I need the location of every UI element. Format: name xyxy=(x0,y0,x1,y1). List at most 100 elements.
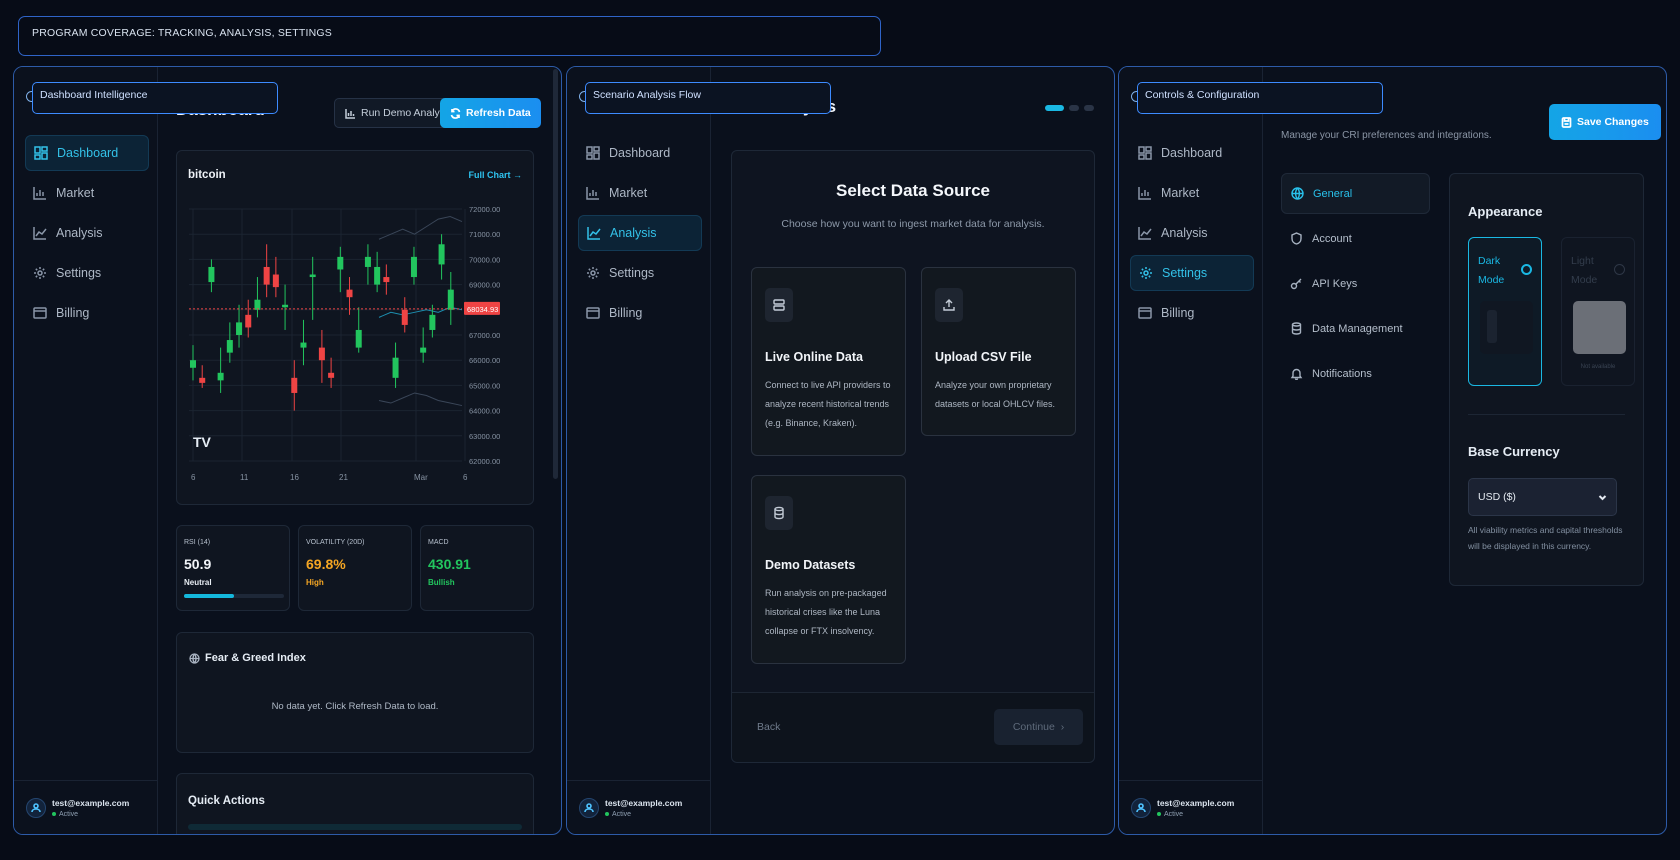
y-tick-label: 66000.00 xyxy=(469,356,500,365)
settings-tab-general[interactable]: General xyxy=(1281,173,1430,214)
sidebar-item-analysis[interactable]: Analysis xyxy=(578,215,702,251)
settings-tab-notifications[interactable]: Notifications xyxy=(1281,353,1430,394)
metric-value: 430.91 xyxy=(428,556,471,572)
bar-chart-icon xyxy=(1138,187,1151,200)
candlestick-chart[interactable]: 72000.0071000.0070000.0069000.0068000.00… xyxy=(177,151,535,506)
wizard-footer: Back Continue › xyxy=(732,692,1094,762)
option-description: Connect to live API providers to analyze… xyxy=(765,380,891,428)
database-icon xyxy=(765,496,793,530)
continue-button[interactable]: Continue › xyxy=(994,709,1083,745)
sidebar-item-billing[interactable]: Billing xyxy=(1130,295,1254,331)
data-source-wizard: Select Data Source Choose how you want t… xyxy=(731,150,1095,763)
y-tick-label: 71000.00 xyxy=(469,230,500,239)
macd-metric-card: MACD 430.91 Bullish xyxy=(420,525,534,611)
quick-action-item[interactable] xyxy=(188,824,522,830)
step-dot-active xyxy=(1045,105,1064,111)
current-price-label: 68034.93 xyxy=(467,305,498,314)
settings-tab-account[interactable]: Account xyxy=(1281,218,1430,259)
refresh-data-button[interactable]: Refresh Data xyxy=(440,98,541,128)
dark-mode-preview xyxy=(1480,301,1533,354)
user-email: test@example.com xyxy=(52,797,130,808)
candle-body xyxy=(401,309,408,325)
empty-state-text: No data yet. Click Refresh Data to load. xyxy=(271,701,439,712)
status-dot xyxy=(52,812,56,816)
tradingview-logo-icon: TV xyxy=(193,434,212,450)
settings-nav: General Account API Keys Data Management… xyxy=(1281,173,1430,398)
user-status: Active xyxy=(52,811,129,818)
dashboard-panel: Dashboard Intelligence Dashboard Market … xyxy=(13,66,562,835)
sidebar-item-settings[interactable]: Settings xyxy=(1130,255,1254,291)
settings-tab-data-management[interactable]: Data Management xyxy=(1281,308,1430,349)
sidebar-item-label: Analysis xyxy=(610,226,657,240)
candle-body xyxy=(226,340,233,353)
server-icon xyxy=(765,288,793,322)
refresh-data-button-label: Refresh Data xyxy=(466,107,531,119)
metric-label: VOLATILITY (20D) xyxy=(306,539,365,546)
user-profile[interactable]: test@example.com Active xyxy=(1119,780,1263,834)
dark-mode-option[interactable]: Dark Mode xyxy=(1468,237,1542,386)
save-changes-button[interactable]: Save Changes xyxy=(1549,104,1661,140)
current-price-tag xyxy=(464,301,500,315)
sidebar-item-market[interactable]: Market xyxy=(25,175,149,211)
wizard-title: Select Data Source xyxy=(835,181,990,200)
sidebar-item-label: Billing xyxy=(56,306,90,320)
settings-tab-api-keys[interactable]: API Keys xyxy=(1281,263,1430,304)
candle-body xyxy=(392,357,399,378)
sidebar-item-settings[interactable]: Settings xyxy=(25,255,149,291)
full-chart-link[interactable]: Full Chart → xyxy=(468,170,522,180)
back-button[interactable]: Back xyxy=(757,721,781,733)
live-online-data-option[interactable]: Live Online Data Connect to live API pro… xyxy=(751,267,906,456)
bell-icon xyxy=(1290,368,1303,380)
avatar xyxy=(26,797,46,818)
analysis-main: Run Analysis Select Data Source Choose h… xyxy=(711,67,1114,834)
sidebar-item-billing[interactable]: Billing xyxy=(578,295,702,331)
user-profile[interactable]: test@example.com Active xyxy=(567,780,711,834)
dashboard-icon xyxy=(1138,146,1152,160)
currency-select[interactable]: USD ($) xyxy=(1468,478,1617,516)
sidebar-item-dashboard[interactable]: Dashboard xyxy=(1130,135,1254,171)
sidebar-item-settings[interactable]: Settings xyxy=(578,255,702,291)
candle-body xyxy=(263,266,270,285)
y-tick-label: 62000.00 xyxy=(469,457,500,466)
upload-csv-option[interactable]: Upload CSV File Analyze your own proprie… xyxy=(921,267,1076,436)
y-tick-label: 63000.00 xyxy=(469,432,500,441)
settings-panel: Controls & Configuration Dashboard Marke… xyxy=(1118,66,1667,835)
scrollbar[interactable] xyxy=(553,69,558,479)
user-status-label: Active xyxy=(612,810,632,818)
dashboard-icon xyxy=(586,146,600,160)
user-profile[interactable]: test@example.com Active xyxy=(14,780,158,834)
metric-label: MACD xyxy=(428,539,449,546)
metric-status: Neutral xyxy=(184,578,212,587)
billing-icon xyxy=(586,307,600,319)
candle-body xyxy=(383,277,390,283)
sidebar-item-dashboard[interactable]: Dashboard xyxy=(25,135,149,171)
sidebar-item-market[interactable]: Market xyxy=(578,175,702,211)
appearance-heading: Appearance xyxy=(1468,204,1543,219)
sidebar-item-label: Market xyxy=(609,186,648,200)
fear-greed-heading: Fear & Greed Index xyxy=(189,652,306,664)
y-tick-label: 70000.00 xyxy=(469,255,500,264)
user-status-label: Active xyxy=(59,810,79,818)
candle-body xyxy=(355,329,362,348)
candle-body xyxy=(346,289,353,298)
candle-body xyxy=(429,314,436,330)
demo-datasets-option[interactable]: Demo Datasets Run analysis on pre-packag… xyxy=(751,475,906,664)
sidebar-item-market[interactable]: Market xyxy=(1130,175,1254,211)
sidebar-item-analysis[interactable]: Analysis xyxy=(25,215,149,251)
sidebar-item-dashboard[interactable]: Dashboard xyxy=(578,135,702,171)
user-status: Active xyxy=(1157,811,1234,818)
candle-body xyxy=(374,266,381,285)
trend-icon xyxy=(1138,227,1152,240)
candle-body xyxy=(217,372,224,381)
sidebar-item-label: Market xyxy=(1161,186,1200,200)
dark-mode-radio[interactable] xyxy=(1521,264,1532,275)
option-title: Live Online Data xyxy=(765,350,863,364)
y-tick-label: 64000.00 xyxy=(469,407,500,416)
upload-icon xyxy=(935,288,963,322)
metric-status: Bullish xyxy=(428,578,455,587)
save-icon xyxy=(1561,116,1572,128)
sidebar-item-billing[interactable]: Billing xyxy=(25,295,149,331)
sidebar-item-analysis[interactable]: Analysis xyxy=(1130,215,1254,251)
metric-value: 50.9 xyxy=(184,556,212,572)
key-icon xyxy=(1290,278,1302,290)
